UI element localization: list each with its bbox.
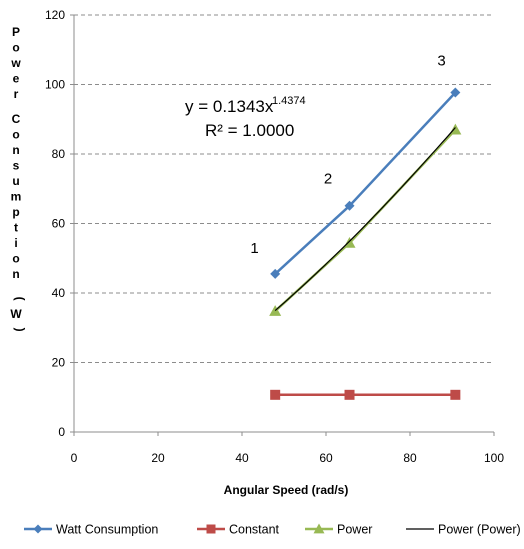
gridlines: [74, 14, 494, 363]
legend-item: Power (Power): [406, 523, 521, 537]
data-point: [344, 200, 355, 211]
y-axis-label-char: m: [11, 189, 22, 203]
x-tick-label: 60: [319, 451, 333, 465]
y-axis-label-char: p: [12, 205, 19, 219]
y-tick-label: 80: [52, 147, 66, 161]
data-point: [344, 389, 355, 400]
y-tick-label: 120: [45, 8, 65, 22]
trendline-equation: y = 0.1343x 1.4374 R² = 1.0000: [185, 95, 306, 140]
legend-item: Watt Consumption: [24, 523, 158, 537]
data-point: [270, 389, 281, 400]
x-tick-label: 100: [484, 451, 504, 465]
y-axis-label-char: e: [13, 72, 20, 86]
trendline-power: [274, 127, 456, 312]
y-axis-label-char: (: [13, 297, 27, 301]
y-tick-label: 40: [52, 286, 66, 300]
axes: [70, 14, 495, 436]
legend-item: Constant: [197, 523, 280, 537]
data-point: [450, 87, 461, 98]
y-axis-label-char: ): [13, 328, 27, 332]
y-axis-label-char: W: [10, 307, 22, 321]
data-point: [450, 389, 461, 400]
y-axis-label-char: t: [14, 220, 18, 234]
series-line: [274, 128, 457, 313]
y-tick-label: 60: [52, 217, 66, 231]
y-axis-label-char: o: [12, 127, 19, 141]
y-axis-label-char: P: [12, 25, 20, 39]
series-line: [274, 91, 457, 275]
point-annotation: 2: [324, 171, 332, 188]
x-tick-labels: 0 20 40 60 80 100: [71, 451, 505, 465]
y-axis-label-char: w: [10, 56, 21, 70]
x-tick-label: 40: [235, 451, 249, 465]
y-axis-label-char: s: [13, 158, 20, 172]
legend-label: Power (Power): [438, 523, 521, 537]
y-tick-labels: 0 20 40 60 80 100 120: [45, 8, 65, 439]
y-axis-label-char: o: [12, 41, 19, 55]
legend-label: Constant: [229, 523, 280, 537]
legend-marker: [33, 524, 43, 534]
y-axis-label-char: r: [14, 87, 19, 101]
equation-exponent: 1.4374: [272, 95, 306, 107]
series: [269, 87, 462, 400]
x-tick-label: 80: [403, 451, 417, 465]
legend-label: Watt Consumption: [56, 523, 158, 537]
data-point: [270, 268, 281, 279]
y-axis-label-char: n: [12, 267, 19, 281]
legend-marker: [206, 524, 216, 534]
x-tick-label: 0: [71, 451, 78, 465]
y-tick-label: 100: [45, 78, 65, 92]
annotations: 1 2 3: [250, 52, 445, 257]
legend: Watt Consumption Constant Power Power (Powe…: [24, 523, 521, 537]
y-tick-label: 0: [58, 425, 65, 439]
x-tick-label: 20: [151, 451, 165, 465]
r-squared: R² = 1.0000: [205, 121, 294, 140]
legend-marker: [313, 523, 325, 534]
y-tick-label: 20: [52, 356, 66, 370]
data-point: [343, 236, 356, 248]
equation-main: y = 0.1343x: [185, 97, 274, 116]
y-axis-label-char: i: [14, 236, 17, 250]
legend-item: Power: [305, 523, 372, 537]
y-axis-label-char: n: [12, 143, 19, 157]
point-annotation: 3: [437, 52, 445, 69]
y-axis-label-char: o: [12, 251, 19, 265]
x-axis-label: Angular Speed (rad/s): [224, 483, 349, 497]
point-annotation: 1: [250, 240, 258, 257]
y-axis-label-char: C: [12, 112, 21, 126]
y-axis-label-char: u: [12, 174, 19, 188]
legend-label: Power: [337, 523, 372, 537]
